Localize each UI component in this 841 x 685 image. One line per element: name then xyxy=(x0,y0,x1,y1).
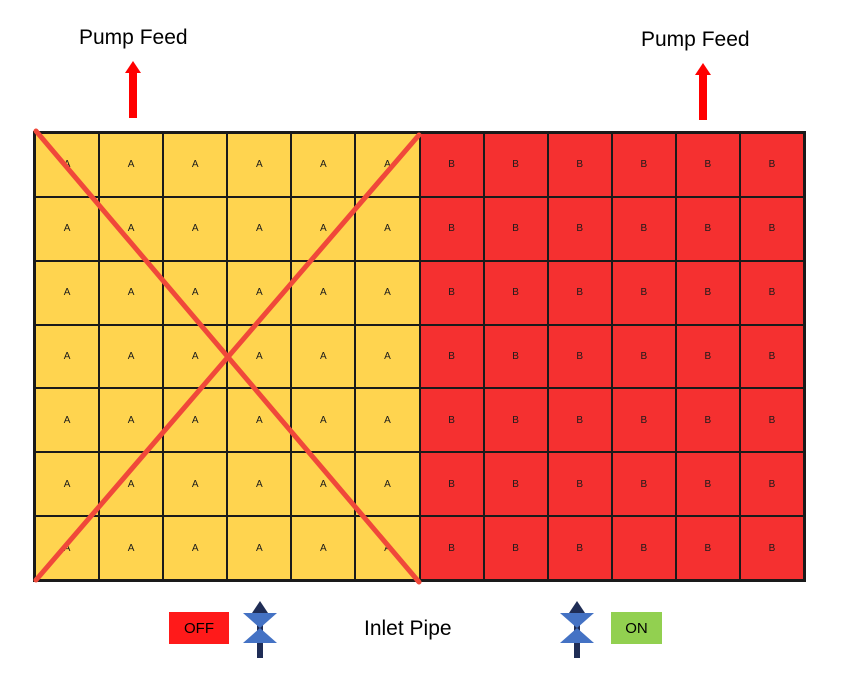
cell-a: A xyxy=(99,324,164,389)
pump-feed-label-left: Pump Feed xyxy=(79,26,188,49)
cell-a: A xyxy=(291,452,356,517)
cell-a: A xyxy=(163,324,228,389)
cell-b: B xyxy=(547,516,612,580)
cell-b: B xyxy=(483,388,548,453)
cell-b: B xyxy=(675,516,740,580)
cell-b: B xyxy=(547,260,612,325)
cell-a: A xyxy=(355,324,420,389)
cell-b: B xyxy=(483,133,548,197)
cell-b: B xyxy=(611,324,676,389)
cell-a: A xyxy=(355,452,420,517)
cell-b: B xyxy=(675,388,740,453)
cell-b: B xyxy=(739,133,804,197)
cell-a: A xyxy=(227,452,292,517)
cell-a: A xyxy=(99,260,164,325)
cell-b: B xyxy=(611,196,676,261)
cell-a: A xyxy=(163,452,228,517)
cell-a: A xyxy=(291,324,356,389)
cell-a: A xyxy=(35,388,100,453)
cell-b: B xyxy=(611,452,676,517)
cell-b: B xyxy=(419,516,484,580)
inlet-pipe-label: Inlet Pipe xyxy=(364,617,452,640)
cell-b: B xyxy=(611,388,676,453)
cell-a: A xyxy=(35,196,100,261)
cell-b: B xyxy=(483,260,548,325)
valve-icon xyxy=(560,601,594,658)
cell-a: A xyxy=(291,516,356,580)
cell-b: B xyxy=(739,452,804,517)
cell-a: A xyxy=(355,196,420,261)
cell-a: A xyxy=(99,452,164,517)
red-up-arrow-icon xyxy=(125,61,141,118)
cell-b: B xyxy=(739,260,804,325)
cell-a: A xyxy=(99,133,164,197)
cell-b: B xyxy=(547,452,612,517)
cell-b: B xyxy=(675,196,740,261)
cell-b: B xyxy=(547,196,612,261)
cell-b: B xyxy=(739,388,804,453)
cell-b: B xyxy=(739,324,804,389)
status-badge-off: OFF xyxy=(169,612,229,644)
cell-b: B xyxy=(611,516,676,580)
cell-a: A xyxy=(227,133,292,197)
cell-b: B xyxy=(739,516,804,580)
cell-b: B xyxy=(675,324,740,389)
cross-out-icon xyxy=(33,128,422,585)
cell-b: B xyxy=(483,196,548,261)
cell-a: A xyxy=(99,516,164,580)
status-badge-on: ON xyxy=(611,612,662,644)
cell-b: B xyxy=(483,516,548,580)
cell-b: B xyxy=(419,196,484,261)
cell-b: B xyxy=(419,260,484,325)
cell-b: B xyxy=(419,452,484,517)
pump-feed-label-right: Pump Feed xyxy=(641,28,750,51)
cell-a: A xyxy=(35,452,100,517)
cell-a: A xyxy=(35,260,100,325)
cell-a: A xyxy=(163,133,228,197)
valve-icon xyxy=(243,601,277,658)
cell-b: B xyxy=(675,452,740,517)
cell-b: B xyxy=(547,133,612,197)
cell-b: B xyxy=(419,388,484,453)
cell-a: A xyxy=(355,388,420,453)
cell-a: A xyxy=(35,324,100,389)
cell-b: B xyxy=(547,388,612,453)
cell-a: A xyxy=(163,196,228,261)
cell-a: A xyxy=(163,516,228,580)
cell-a: A xyxy=(291,133,356,197)
cell-a: A xyxy=(355,260,420,325)
cell-b: B xyxy=(675,260,740,325)
tank-grid: AAAAAABBBBBBAAAAAABBBBBBAAAAAABBBBBBAAAA… xyxy=(33,131,806,582)
cell-b: B xyxy=(611,260,676,325)
cell-a: A xyxy=(227,324,292,389)
cell-b: B xyxy=(483,452,548,517)
cell-b: B xyxy=(739,196,804,261)
cell-b: B xyxy=(419,133,484,197)
red-up-arrow-icon xyxy=(695,63,711,120)
cell-b: B xyxy=(419,324,484,389)
cell-b: B xyxy=(675,133,740,197)
cell-a: A xyxy=(227,196,292,261)
cell-a: A xyxy=(99,196,164,261)
cell-a: A xyxy=(291,196,356,261)
cell-b: B xyxy=(547,324,612,389)
cell-b: B xyxy=(611,133,676,197)
cell-a: A xyxy=(227,516,292,580)
cell-b: B xyxy=(483,324,548,389)
cell-a: A xyxy=(355,133,420,197)
